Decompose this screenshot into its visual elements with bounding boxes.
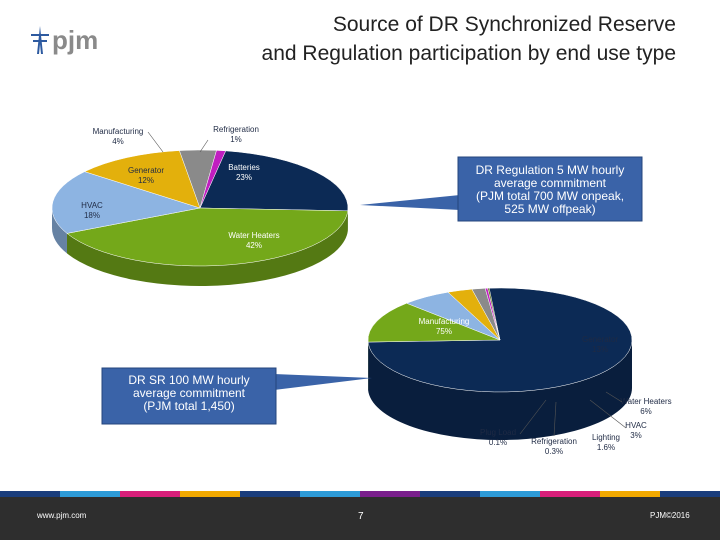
regulation-callout-line-1: DR Regulation 5 MW hourly [476, 163, 625, 177]
regulation-callout: DR Regulation 5 MW hourly average commit… [360, 156, 643, 222]
pie-side-manufacturing [368, 340, 632, 441]
regulation-callout-line-4: 525 MW offpeak) [504, 202, 595, 216]
leader-line-manufacturing [147, 131, 164, 153]
slice-value-plug-load: 0.1% [489, 438, 507, 447]
slice-value-lighting: 1.6% [597, 443, 615, 452]
slice-value-hvac: 3% [630, 431, 642, 440]
leader-line-refrigeration [553, 401, 557, 437]
footer: www.pjm.com 7 PJM©2016 [0, 497, 720, 540]
sr-callout-line-2: average commitment [133, 386, 246, 400]
sr-callout: DR SR 100 MW hourly average commitment (… [101, 367, 372, 425]
pie-slice-generator [367, 302, 501, 343]
slice-value-generator: 13% [592, 345, 608, 354]
footer-color-strip [0, 491, 720, 497]
slice-value-manufacturing: 75% [436, 327, 452, 336]
slice-label-generator: Generator [582, 335, 618, 344]
pie-slice-hvac [51, 171, 201, 234]
pie-slice-refrigeration [199, 150, 227, 209]
page-number: 7 [358, 511, 364, 522]
logo-text: pjm [52, 25, 98, 55]
leader-line-hvac [589, 399, 627, 429]
slice-value-refrigeration: 0.3% [545, 447, 563, 456]
page-title: Source of DR Synchronized Reserve and Re… [156, 10, 676, 68]
leader-line-plug-load [519, 399, 547, 435]
slice-value-hvac: 18% [84, 211, 100, 220]
slice-label-water-heaters: Water Heaters [620, 397, 671, 406]
sr-callout-line-3: (PJM total 1,450) [143, 399, 234, 413]
pie-side-hvac [52, 208, 67, 254]
slice-label-refrigeration: Refrigeration [531, 437, 577, 446]
leader-line-refrigeration [199, 139, 209, 153]
leader-line-water-heaters [605, 391, 623, 403]
slice-label-plug-load: Plug Load [480, 428, 516, 437]
slice-label-generator: Generator [128, 166, 164, 175]
slice-label-manufacturing: Manufacturing [419, 317, 470, 326]
pie-side-water-heaters [66, 210, 348, 286]
slice-value-water-heaters: 6% [640, 407, 652, 416]
pie-slice-water-heaters [66, 207, 349, 267]
slice-label-hvac: HVAC [625, 421, 647, 430]
slice-value-manufacturing: 4% [112, 137, 124, 146]
slice-label-manufacturing: Manufacturing [93, 127, 144, 136]
slice-value-generator: 12% [138, 176, 154, 185]
slice-label-lighting: Lighting [592, 433, 620, 442]
footer-url[interactable]: www.pjm.com [37, 511, 87, 520]
slice-label-refrigeration: Refrigeration [213, 125, 259, 134]
pie-slice-plug-load [487, 287, 501, 341]
slice-label-batteries: Batteries [228, 163, 260, 172]
tower-icon [31, 26, 49, 54]
slice-value-refrigeration: 1% [230, 135, 242, 144]
slice-value-batteries: 23% [236, 173, 252, 182]
slice-label-water-heaters: Water Heaters [228, 231, 279, 240]
pie-slice-batteries [199, 150, 349, 212]
footer-copyright: PJM©2016 [650, 511, 690, 520]
title-line-1: Source of DR Synchronized Reserve [332, 13, 676, 36]
pie-slice-generator [83, 150, 201, 209]
regulation-callout-line-2: average commitment [494, 176, 607, 190]
slice-label-hvac: HVAC [81, 201, 103, 210]
slice-value-water-heaters: 42% [246, 241, 262, 250]
sr-callout-line-1: DR SR 100 MW hourly [128, 373, 249, 387]
pjm-logo: pjm [31, 25, 98, 55]
regulation-callout-line-3: (PJM total 700 MW onpeak, [476, 189, 624, 203]
title-line-2: and Regulation participation by end use … [261, 42, 676, 65]
